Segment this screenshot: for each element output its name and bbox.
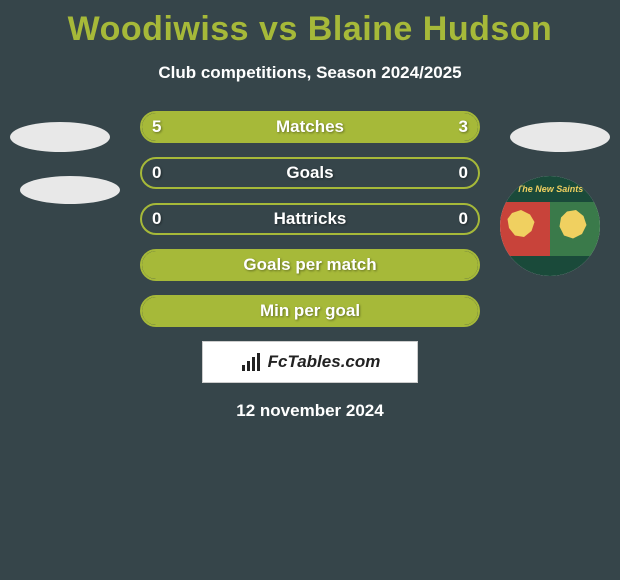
stat-value-right: 0 — [459, 163, 468, 183]
subtitle: Club competitions, Season 2024/2025 — [0, 63, 620, 83]
stat-value-right: 3 — [459, 117, 468, 137]
stat-bar: 0 Hattricks 0 — [140, 203, 480, 235]
stat-row: Min per goal — [0, 295, 620, 327]
stat-row: Goals per match — [0, 249, 620, 281]
stat-label: Goals per match — [243, 255, 376, 275]
logo-text: FcTables.com — [268, 352, 381, 372]
chart-bars-icon — [240, 353, 264, 371]
stat-value-left: 5 — [152, 117, 161, 137]
stats-container: 5 Matches 3 0 Goals 0 0 Hattricks 0 Goals per mat… — [0, 111, 620, 327]
page-title: Woodiwiss vs Blaine Hudson — [0, 0, 620, 49]
stat-bar: Min per goal — [140, 295, 480, 327]
stat-label: Goals — [286, 163, 333, 183]
stat-value-right: 0 — [459, 209, 468, 229]
stat-label: Matches — [276, 117, 344, 137]
site-logo[interactable]: FcTables.com — [202, 341, 418, 383]
date-label: 12 november 2024 — [0, 401, 620, 421]
stat-label: Hattricks — [274, 209, 347, 229]
stat-value-left: 0 — [152, 209, 161, 229]
stat-bar: 5 Matches 3 — [140, 111, 480, 143]
stat-value-left: 0 — [152, 163, 161, 183]
stat-label: Min per goal — [260, 301, 360, 321]
stat-row: 0 Hattricks 0 — [0, 203, 620, 235]
stat-row: 5 Matches 3 — [0, 111, 620, 143]
stat-row: 0 Goals 0 — [0, 157, 620, 189]
stat-bar: Goals per match — [140, 249, 480, 281]
stat-bar: 0 Goals 0 — [140, 157, 480, 189]
